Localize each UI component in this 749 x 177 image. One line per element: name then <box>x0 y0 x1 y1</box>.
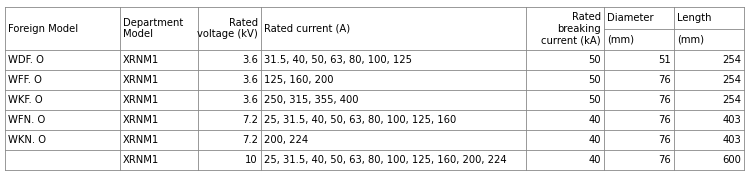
Text: Rated current (A): Rated current (A) <box>264 24 350 33</box>
Text: 600: 600 <box>722 155 741 165</box>
Text: 125, 160, 200: 125, 160, 200 <box>264 75 333 85</box>
Text: 76: 76 <box>658 155 671 165</box>
Text: Diameter: Diameter <box>607 13 654 23</box>
Text: 76: 76 <box>658 135 671 145</box>
Text: WKN. O: WKN. O <box>8 135 46 145</box>
Text: Rated
breaking
current (kA): Rated breaking current (kA) <box>542 12 601 45</box>
Text: 31.5, 40, 50, 63, 80, 100, 125: 31.5, 40, 50, 63, 80, 100, 125 <box>264 55 412 65</box>
Text: 3.6: 3.6 <box>242 95 258 105</box>
Text: 76: 76 <box>658 75 671 85</box>
Text: 50: 50 <box>589 55 601 65</box>
Text: XRNM1: XRNM1 <box>123 115 160 125</box>
Text: 10: 10 <box>246 155 258 165</box>
Text: WFN. O: WFN. O <box>8 115 45 125</box>
Text: 200, 224: 200, 224 <box>264 135 308 145</box>
Text: 40: 40 <box>589 135 601 145</box>
Text: 40: 40 <box>589 155 601 165</box>
Text: 250, 315, 355, 400: 250, 315, 355, 400 <box>264 95 359 105</box>
Text: 403: 403 <box>722 115 741 125</box>
Text: Length: Length <box>677 13 712 23</box>
Text: WKF. O: WKF. O <box>8 95 43 105</box>
Text: XRNM1: XRNM1 <box>123 155 160 165</box>
Text: 7.2: 7.2 <box>242 115 258 125</box>
Text: (mm): (mm) <box>677 34 704 44</box>
Text: 76: 76 <box>658 95 671 105</box>
Text: 50: 50 <box>589 95 601 105</box>
Text: 40: 40 <box>589 115 601 125</box>
Text: 254: 254 <box>722 95 741 105</box>
Text: Department
Model: Department Model <box>123 18 184 39</box>
Text: WDF. O: WDF. O <box>8 55 44 65</box>
Text: 25, 31.5, 40, 50, 63, 80, 100, 125, 160, 200, 224: 25, 31.5, 40, 50, 63, 80, 100, 125, 160,… <box>264 155 506 165</box>
Text: XRNM1: XRNM1 <box>123 135 160 145</box>
Text: 50: 50 <box>589 75 601 85</box>
Text: 25, 31.5, 40, 50, 63, 80, 100, 125, 160: 25, 31.5, 40, 50, 63, 80, 100, 125, 160 <box>264 115 456 125</box>
Text: 51: 51 <box>658 55 671 65</box>
Text: WFF. O: WFF. O <box>8 75 42 85</box>
Text: 3.6: 3.6 <box>242 55 258 65</box>
Text: 7.2: 7.2 <box>242 135 258 145</box>
Text: 403: 403 <box>722 135 741 145</box>
Text: XRNM1: XRNM1 <box>123 95 160 105</box>
Text: 76: 76 <box>658 115 671 125</box>
Text: 3.6: 3.6 <box>242 75 258 85</box>
Text: XRNM1: XRNM1 <box>123 75 160 85</box>
Text: (mm): (mm) <box>607 34 634 44</box>
Text: XRNM1: XRNM1 <box>123 55 160 65</box>
Text: Foreign Model: Foreign Model <box>8 24 78 33</box>
Text: Rated
voltage (kV): Rated voltage (kV) <box>197 18 258 39</box>
Text: 254: 254 <box>722 75 741 85</box>
Text: 254: 254 <box>722 55 741 65</box>
